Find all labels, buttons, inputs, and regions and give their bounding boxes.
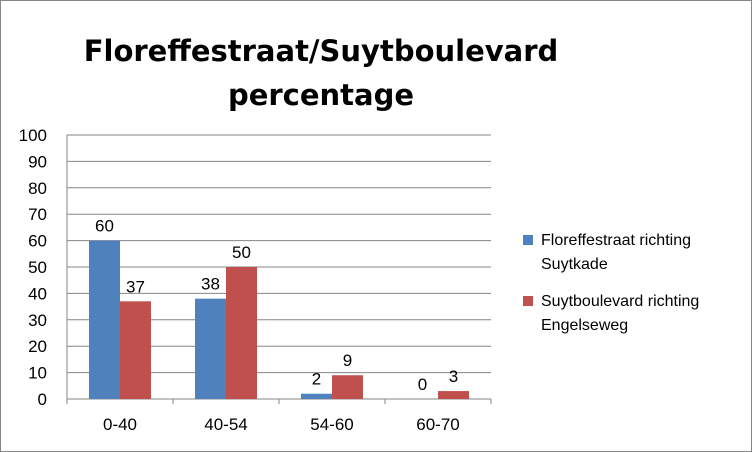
x-tick-label: 0-40 (103, 415, 137, 434)
y-tick-label: 50 (28, 258, 47, 277)
bar-series-1-0-40 (89, 240, 120, 399)
legend-label-series-2-line-1: Suytboulevard richting (541, 293, 700, 310)
legend-label-series-2-line-2: Engelseweg (541, 317, 629, 334)
y-tick-label: 80 (28, 179, 47, 198)
y-tick-label: 30 (28, 311, 47, 330)
bar-series-1-40-54 (195, 298, 226, 399)
data-label: 37 (126, 277, 145, 296)
y-tick-label: 100 (19, 126, 47, 145)
y-tick-label: 20 (28, 337, 47, 356)
y-tick-label: 70 (28, 205, 47, 224)
legend: Floreffestraat richting Suytkade Suytbou… (523, 229, 748, 351)
bar-series-2-60-70 (438, 391, 469, 399)
bar-series-2-40-54 (226, 267, 257, 399)
chart-title: Floreffestraat/Suytboulevard percentage (61, 29, 581, 117)
bar-series-2-0-40 (120, 301, 151, 399)
y-tick-label: 0 (38, 390, 47, 409)
data-label: 50 (232, 243, 251, 262)
data-label: 9 (343, 351, 352, 370)
bar-series-2-54-60 (332, 375, 363, 399)
data-label: 3 (449, 367, 458, 386)
data-label: 0 (418, 375, 427, 394)
x-tick-label: 54-60 (310, 415, 353, 434)
legend-swatch-series-2 (523, 296, 533, 306)
x-tick-label: 60-70 (416, 415, 459, 434)
chart-title-line-1: Floreffestraat/Suytboulevard (83, 34, 559, 68)
data-label: 60 (95, 217, 114, 236)
y-tick-label: 10 (28, 364, 47, 383)
legend-item-series-2: Suytboulevard richting Engelseweg (523, 290, 748, 338)
y-tick-label: 40 (28, 284, 47, 303)
legend-label-series-1-line-1: Floreffestraat richting (541, 232, 691, 249)
data-label: 2 (312, 370, 321, 389)
legend-label-series-1-line-2: Suytkade (541, 256, 608, 273)
y-tick-label: 60 (28, 232, 47, 251)
legend-swatch-series-1 (523, 235, 533, 245)
legend-item-series-1: Floreffestraat richting Suytkade (523, 229, 748, 277)
data-label: 38 (201, 275, 220, 294)
x-tick-label: 40-54 (204, 415, 247, 434)
bar-series-1-54-60 (301, 393, 332, 399)
chart-title-line-2: percentage (227, 78, 415, 112)
y-tick-label: 90 (28, 152, 47, 171)
